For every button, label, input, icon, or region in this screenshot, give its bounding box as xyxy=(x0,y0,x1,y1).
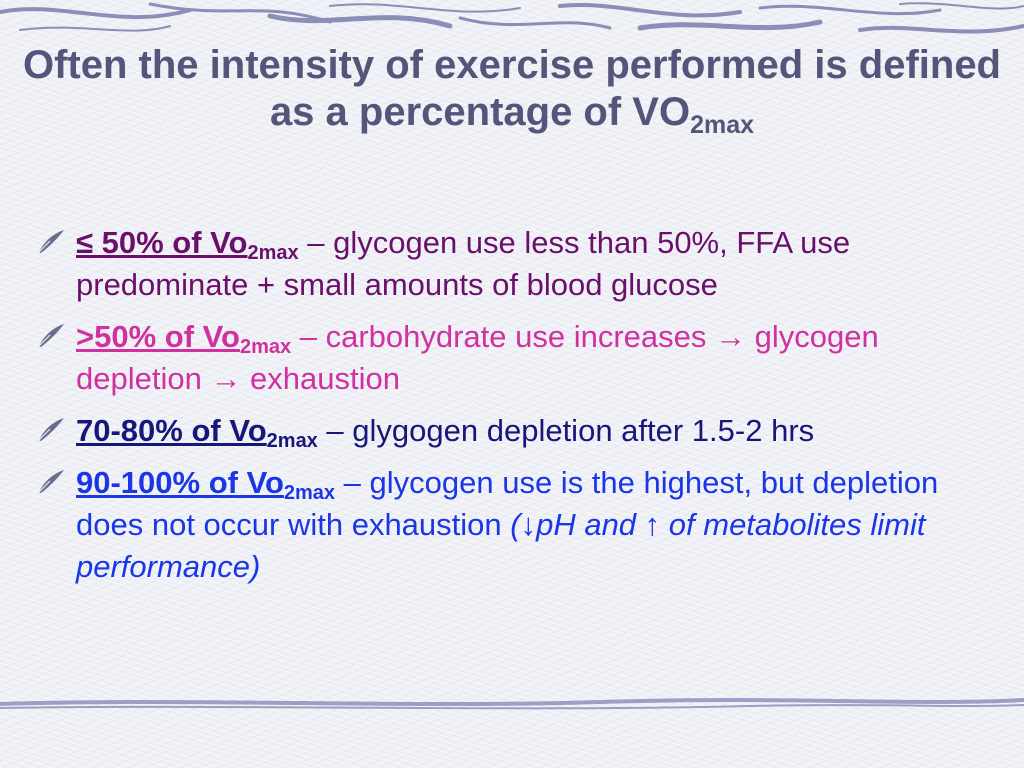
bullet-lead: 70-80% of Vo2max xyxy=(76,413,318,452)
bullet-lead: >50% of Vo2max xyxy=(76,319,292,358)
bullet-item: 70-80% of Vo2max – glygogen depletion af… xyxy=(30,410,1005,452)
bullet-item: ≤ 50% of Vo2max – glycogen use less than… xyxy=(30,222,1005,306)
slide-title: Often the intensity of exercise performe… xyxy=(22,43,1001,139)
decorative-bottom-rule xyxy=(0,698,1024,710)
quill-bullet-icon xyxy=(38,230,64,253)
quill-bullet-icon xyxy=(38,418,64,441)
bullet-lead: 90-100% of Vo2max xyxy=(76,465,336,504)
bullet-text: – glycogen use less than 50%, FFA use pr… xyxy=(76,225,851,302)
bullet-italic-note: (↓pH and ↑ of metabolites limit performa… xyxy=(76,507,926,584)
bullet-text: – carbohydrate use increases → glycogen … xyxy=(76,319,879,396)
bullet-item: 90-100% of Vo2max – glycogen use is the … xyxy=(30,462,1005,588)
quill-bullet-icon xyxy=(38,470,64,493)
bullet-item: >50% of Vo2max – carbohydrate use increa… xyxy=(30,316,1005,400)
bullet-text: – glygogen depletion after 1.5-2 hrs xyxy=(317,413,815,448)
quill-bullet-icon xyxy=(38,324,64,347)
bullet-list: ≤ 50% of Vo2max – glycogen use less than… xyxy=(30,222,1005,598)
bullet-lead: ≤ 50% of Vo2max xyxy=(76,225,299,264)
bullet-text: – glycogen use is the highest, but deple… xyxy=(76,465,939,542)
decorative-swirl-border xyxy=(0,2,1024,34)
